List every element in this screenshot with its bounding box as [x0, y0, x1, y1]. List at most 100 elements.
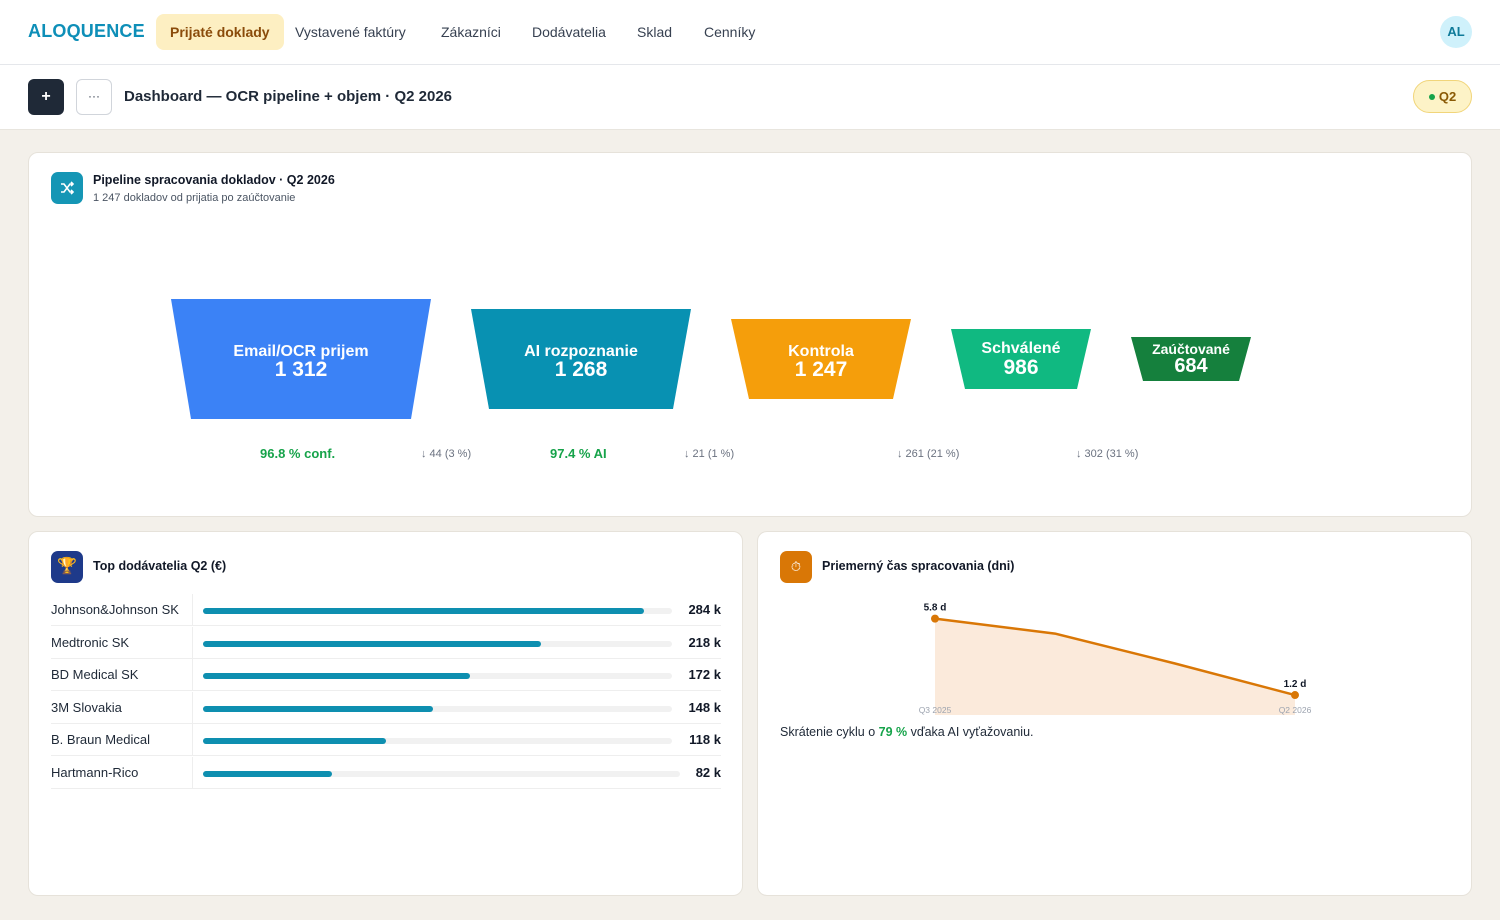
chart-point	[1291, 691, 1299, 700]
funnel-polygon	[951, 329, 1091, 389]
supplier-value: 218 k	[688, 635, 721, 650]
row-divider	[192, 659, 193, 691]
supplier-bar-track	[203, 608, 672, 614]
funnel-stage-label: Kontrola	[788, 343, 854, 360]
chart-data-label: 1.2 d	[1284, 679, 1307, 690]
funnel-stage-label: Schválené	[981, 340, 1061, 357]
supplier-value: 148 k	[688, 700, 721, 715]
period-badge-label: Q2	[1438, 89, 1457, 104]
funnel-stage-value: 684	[1174, 355, 1208, 377]
supplier-name: Medtronic SK	[51, 635, 130, 650]
funnel-shape	[951, 329, 1091, 389]
nav-item-zakaznici[interactable]: Zákazníci	[441, 24, 501, 40]
nav-item-sklad[interactable]: Sklad	[637, 24, 673, 40]
chart-data-label: 5.8 d	[924, 603, 947, 614]
funnel-stage-zauctovane[interactable]: Zaúčtované 684	[1131, 337, 1251, 381]
supplier-value: 82 k	[695, 765, 721, 780]
status-dot-icon	[1428, 93, 1435, 100]
nav-item-prijate-doklady[interactable]: Prijaté doklady	[156, 14, 284, 50]
pipeline-card: Pipeline spracovania dokladov · Q2 2026 …	[28, 152, 1472, 517]
funnel-stage-label: Zaúčtované	[1152, 341, 1230, 357]
funnel-stage-ai-rozpoznanie[interactable]: AI rozpoznanie 1 268	[471, 309, 691, 409]
chart-tick-label: Q3 2025	[919, 705, 952, 715]
processing-title: Priemerný čas spracovania (dni)	[822, 559, 1015, 573]
supplier-value: 118 k	[689, 732, 721, 747]
add-button[interactable]: +	[28, 79, 64, 115]
funnel-stage-email-ocr[interactable]: Email/OCR prijem 1 312	[171, 299, 431, 419]
supplier-value: 284 k	[688, 602, 721, 617]
supplier-bar-track	[203, 641, 672, 647]
supplier-name: Johnson&Johnson SK	[51, 602, 179, 617]
cycle-reduction-note: Skrátenie cyklu o 79 % vďaka AI vyťažova…	[780, 725, 1034, 739]
supplier-row[interactable]: B. Braun Medical 118 k	[51, 724, 721, 756]
supplier-name: BD Medical SK	[51, 667, 139, 682]
note-suffix: vďaka AI vyťažovaniu.	[907, 725, 1034, 739]
chart-series-line	[934, 617, 1296, 697]
supplier-row[interactable]: Johnson&Johnson SK 284 k	[51, 594, 721, 626]
page-toolbar: + ··· Dashboard — OCR pipeline + objem ·…	[0, 65, 1500, 130]
funnel-stage-value: 1 268	[554, 358, 608, 381]
supplier-bar-fill	[203, 673, 470, 679]
supplier-bar-track	[203, 738, 672, 744]
funnel-stage-label: Email/OCR prijem	[233, 343, 369, 360]
row-divider	[192, 692, 193, 724]
supplier-bar-fill	[203, 771, 333, 777]
chart-point	[931, 614, 939, 623]
chart-area-fill	[935, 618, 1295, 715]
chart-tick-label: Q2 2026	[1279, 705, 1312, 715]
more-options-button[interactable]: ···	[76, 79, 112, 115]
stage-confidence-metric: 96.8 % conf.	[260, 446, 336, 461]
funnel-shape	[1131, 337, 1251, 381]
note-prefix: Skrátenie cyklu o	[780, 725, 879, 739]
nav-item-dodavatelia[interactable]: Dodávatelia	[532, 24, 606, 40]
supplier-name: Hartmann-Rico	[51, 765, 139, 780]
funnel-stage-schvalene[interactable]: Schválené 986	[951, 329, 1091, 389]
funnel-stage-label: AI rozpoznanie	[524, 343, 638, 360]
top-navigation: ALOQUENCE Prijaté doklady Vystavené fakt…	[0, 0, 1500, 65]
note-percent: 79 %	[878, 725, 908, 739]
funnel-polygon	[171, 299, 431, 419]
funnel-polygon	[471, 309, 691, 409]
row-divider	[192, 757, 193, 789]
shuffle-icon	[51, 172, 83, 204]
processing-time-chart: 5.8 d Q3 2025 1.2 d Q2 2026	[919, 603, 1312, 715]
row-divider	[192, 627, 193, 659]
supplier-bar-track	[203, 673, 672, 679]
row-divider	[192, 724, 193, 756]
app-logo[interactable]: ALOQUENCE	[28, 21, 145, 41]
period-badge[interactable]: Q2	[1413, 80, 1472, 113]
supplier-name: 3M Slovakia	[51, 700, 122, 715]
supplier-row[interactable]: 3M Slovakia 148 k	[51, 692, 721, 724]
drop-off-label: ↓ 44 (3 %)	[421, 448, 472, 460]
supplier-bar-track	[203, 706, 672, 712]
supplier-row[interactable]: Hartmann-Rico 82 k	[51, 757, 721, 789]
supplier-value: 172 k	[688, 667, 721, 682]
supplier-bar-fill	[203, 706, 433, 712]
supplier-bar-fill	[203, 608, 644, 614]
pipeline-title: Pipeline spracovania dokladov · Q2 2026	[93, 173, 335, 187]
supplier-bar-fill	[203, 738, 387, 744]
suppliers-title: Top dodávatelia Q2 (€)	[93, 559, 227, 573]
funnel-shape	[471, 309, 691, 409]
stage-ai-metric: 97.4 % AI	[550, 446, 607, 461]
stopwatch-icon: ⏱	[780, 551, 812, 583]
funnel-stage-value: 1 312	[274, 358, 328, 381]
user-avatar[interactable]: AL	[1440, 16, 1472, 48]
top-suppliers-card: 🏆 Top dodávatelia Q2 (€) Johnson&Johnson…	[28, 531, 743, 896]
funnel-stage-value: 1 247	[794, 358, 848, 381]
funnel-stage-kontrola[interactable]: Kontrola 1 247	[731, 319, 911, 399]
page-title: Dashboard — OCR pipeline + objem · Q2 20…	[124, 88, 453, 105]
funnel-shape	[731, 319, 911, 399]
funnel-polygon	[1131, 337, 1251, 381]
supplier-name: B. Braun Medical	[51, 732, 150, 747]
trophy-icon: 🏆	[51, 551, 83, 583]
supplier-row[interactable]: BD Medical SK 172 k	[51, 659, 721, 691]
supplier-row[interactable]: Medtronic SK 218 k	[51, 627, 721, 659]
drop-off-label: ↓ 21 (1 %)	[684, 448, 735, 460]
funnel-shape	[171, 299, 431, 419]
processing-time-card: ⏱ Priemerný čas spracovania (dni) 5.8 d Q…	[757, 531, 1472, 896]
nav-item-vystavene-faktury[interactable]: Vystavené faktúry	[295, 24, 406, 40]
drop-off-label: ↓ 261 (21 %)	[897, 448, 960, 460]
nav-item-cenniky[interactable]: Cenníky	[704, 24, 756, 40]
pipeline-subtitle: 1 247 dokladov od prijatia po zaúčtovani…	[93, 192, 296, 204]
